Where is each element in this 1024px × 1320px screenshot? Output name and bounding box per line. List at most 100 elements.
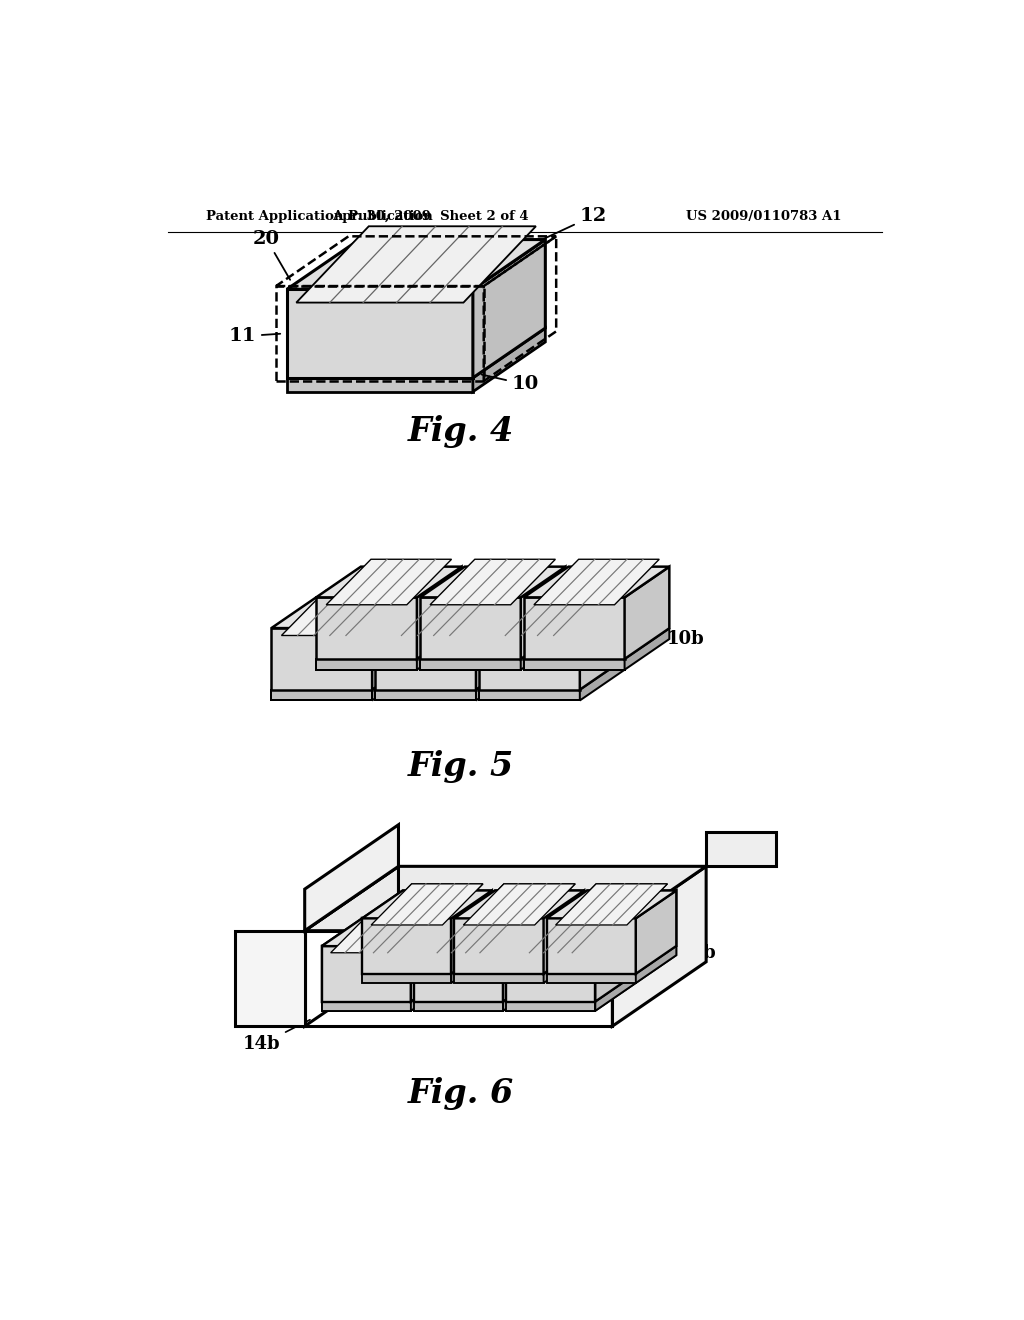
Polygon shape	[515, 912, 627, 953]
Polygon shape	[385, 590, 511, 635]
Text: Fig. 5: Fig. 5	[409, 750, 514, 783]
Text: Apr. 30, 2009  Sheet 2 of 4: Apr. 30, 2009 Sheet 2 of 4	[332, 210, 528, 223]
Polygon shape	[414, 919, 544, 946]
Polygon shape	[544, 946, 584, 983]
Polygon shape	[506, 946, 595, 1002]
Polygon shape	[362, 974, 452, 983]
Polygon shape	[473, 239, 546, 378]
Text: US 2009/0110783 A1: US 2009/0110783 A1	[686, 210, 842, 223]
Polygon shape	[524, 566, 670, 598]
Polygon shape	[547, 891, 676, 919]
Polygon shape	[430, 560, 555, 605]
Polygon shape	[544, 891, 584, 974]
Polygon shape	[503, 919, 544, 1002]
Polygon shape	[411, 919, 452, 1002]
Polygon shape	[506, 919, 636, 946]
Text: Fig. 6: Fig. 6	[409, 1077, 514, 1110]
Polygon shape	[234, 931, 305, 1026]
Polygon shape	[287, 239, 546, 289]
Polygon shape	[521, 566, 565, 659]
Polygon shape	[625, 628, 670, 669]
Text: 10b: 10b	[642, 944, 716, 961]
Polygon shape	[371, 884, 483, 925]
Polygon shape	[375, 628, 476, 689]
Polygon shape	[521, 628, 565, 669]
Text: 12: 12	[515, 207, 606, 252]
Polygon shape	[544, 891, 584, 974]
Text: Patent Application Publication: Patent Application Publication	[206, 210, 432, 223]
Text: 14b: 14b	[243, 1020, 310, 1053]
Polygon shape	[544, 946, 584, 983]
Polygon shape	[316, 659, 417, 669]
Polygon shape	[636, 891, 676, 974]
Polygon shape	[414, 946, 503, 1002]
Polygon shape	[595, 919, 636, 1002]
Text: 10: 10	[481, 375, 539, 393]
Polygon shape	[414, 1002, 503, 1011]
Polygon shape	[417, 566, 462, 659]
Polygon shape	[476, 598, 521, 689]
Polygon shape	[595, 974, 636, 1011]
Polygon shape	[375, 598, 521, 628]
Polygon shape	[452, 891, 492, 974]
Polygon shape	[322, 919, 452, 946]
Polygon shape	[420, 598, 521, 659]
Polygon shape	[322, 946, 411, 1002]
Polygon shape	[423, 912, 535, 953]
Polygon shape	[506, 919, 636, 946]
Text: 11: 11	[228, 327, 281, 346]
Text: Fig. 4: Fig. 4	[409, 416, 514, 449]
Polygon shape	[362, 974, 452, 983]
Polygon shape	[547, 919, 636, 974]
Polygon shape	[455, 919, 544, 974]
Polygon shape	[503, 974, 544, 1011]
Polygon shape	[580, 659, 625, 701]
Polygon shape	[556, 884, 668, 925]
Polygon shape	[423, 912, 535, 953]
Polygon shape	[506, 946, 595, 1002]
Polygon shape	[322, 1002, 411, 1011]
Polygon shape	[282, 590, 407, 635]
Polygon shape	[287, 378, 473, 392]
Polygon shape	[322, 919, 452, 946]
Polygon shape	[331, 912, 442, 953]
Polygon shape	[489, 590, 614, 635]
Polygon shape	[452, 891, 492, 974]
Polygon shape	[464, 884, 575, 925]
Polygon shape	[707, 832, 776, 866]
Polygon shape	[580, 598, 625, 689]
Polygon shape	[479, 628, 580, 689]
Polygon shape	[455, 891, 584, 919]
Polygon shape	[595, 919, 636, 1002]
Polygon shape	[322, 946, 411, 1002]
Polygon shape	[420, 566, 565, 598]
Text: 10b: 10b	[631, 628, 705, 648]
Polygon shape	[534, 560, 659, 605]
Polygon shape	[362, 919, 452, 974]
Polygon shape	[414, 919, 544, 946]
Polygon shape	[331, 912, 442, 953]
Polygon shape	[372, 598, 417, 689]
Polygon shape	[473, 329, 546, 392]
Polygon shape	[371, 884, 483, 925]
Polygon shape	[479, 689, 580, 701]
Polygon shape	[464, 884, 575, 925]
Polygon shape	[455, 974, 544, 983]
Polygon shape	[547, 919, 636, 974]
Polygon shape	[411, 974, 452, 1011]
Polygon shape	[625, 566, 670, 659]
Polygon shape	[316, 566, 462, 598]
Polygon shape	[305, 866, 707, 931]
Polygon shape	[271, 689, 372, 701]
Polygon shape	[414, 946, 503, 1002]
Polygon shape	[287, 289, 473, 378]
Polygon shape	[524, 598, 625, 659]
Polygon shape	[455, 891, 584, 919]
Polygon shape	[420, 659, 521, 669]
Polygon shape	[503, 919, 544, 1002]
Polygon shape	[372, 659, 417, 701]
Polygon shape	[612, 866, 707, 1026]
Text: 20: 20	[253, 230, 290, 280]
Polygon shape	[636, 946, 676, 983]
Polygon shape	[506, 1002, 595, 1011]
